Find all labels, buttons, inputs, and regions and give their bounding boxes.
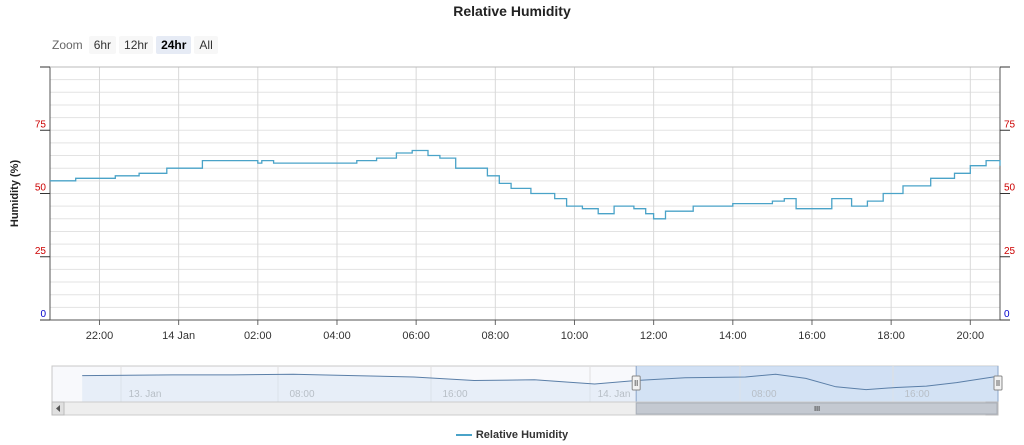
x-tick-label: 22:00: [86, 330, 114, 342]
y-tick-label-left: 50: [35, 183, 47, 194]
zoom-24hr-button[interactable]: 24hr: [156, 36, 192, 54]
navigator-series-line: [82, 373, 999, 391]
legend-line-icon: [455, 434, 472, 436]
humidity-series-line: [50, 149, 1001, 220]
legend[interactable]: Relative Humidity: [0, 429, 1024, 441]
y-tick-label-left: 25: [35, 246, 47, 257]
navigator-right-handle[interactable]: [993, 375, 1003, 391]
navigator-left-handle[interactable]: [631, 375, 641, 391]
navigator-right-handle-box: [993, 375, 1003, 391]
zoom-label: Zoom: [52, 38, 83, 52]
chevron-left-icon: [56, 405, 60, 412]
chart-title: Relative Humidity: [453, 3, 571, 19]
navigator-area-fill: [82, 374, 998, 402]
y-axis-title: Humidity (%): [9, 160, 21, 228]
zoom-12hr-button[interactable]: 12hr: [119, 36, 154, 54]
x-tick-label: 10:00: [561, 330, 589, 342]
y-tick-label-right: 75: [1004, 119, 1016, 130]
x-tick-label: 14 Jan: [162, 330, 195, 342]
navigator-left-handle-box: [631, 375, 641, 391]
y-tick-label-right: 50: [1004, 183, 1016, 194]
y-tick-label-right: 0: [1004, 309, 1010, 320]
x-tick-label: 16:00: [798, 330, 826, 342]
x-tick-label: 12:00: [640, 330, 668, 342]
y-tick-label-right: 25: [1004, 246, 1016, 257]
x-tick-label: 02:00: [244, 330, 272, 342]
legend-label: Relative Humidity: [475, 429, 569, 441]
x-tick-label: 04:00: [323, 330, 351, 342]
x-tick-label: 06:00: [402, 330, 430, 342]
zoom-selector: Zoom 6hr 12hr 24hr All: [52, 35, 221, 55]
x-tick-label: 08:00: [482, 330, 510, 342]
zoom-all-button[interactable]: All: [194, 36, 218, 54]
y-tick-label-left: 75: [35, 119, 47, 130]
x-tick-label: 14:00: [719, 330, 747, 342]
x-tick-label: 18:00: [877, 330, 905, 342]
zoom-6hr-button[interactable]: 6hr: [88, 36, 117, 54]
y-tick-label-left: 0: [40, 309, 46, 320]
x-tick-label: 20:00: [957, 330, 985, 342]
